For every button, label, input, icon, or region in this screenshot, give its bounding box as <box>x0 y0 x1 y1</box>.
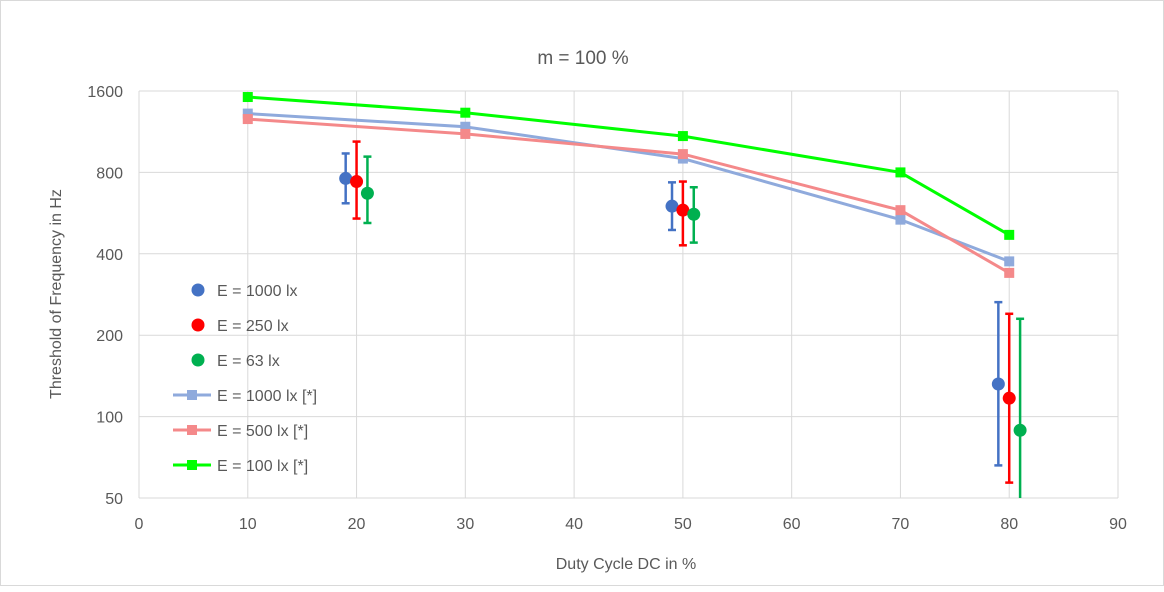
x-tick-label: 30 <box>456 516 474 533</box>
series-marker <box>1004 256 1014 266</box>
y-tick-label: 100 <box>96 410 123 427</box>
series-marker <box>1004 268 1014 278</box>
x-tick-label: 70 <box>892 516 910 533</box>
legend-marker <box>192 354 205 367</box>
y-tick-label: 800 <box>96 165 123 182</box>
series-marker <box>460 108 470 118</box>
x-tick-label: 40 <box>565 516 583 533</box>
series-marker <box>243 114 253 124</box>
legend-marker <box>187 425 197 435</box>
legend-marker <box>187 390 197 400</box>
x-tick-label: 60 <box>783 516 801 533</box>
series-marker <box>895 215 905 225</box>
series-line <box>248 97 1009 235</box>
legend-label: E = 1000 lx <box>217 283 298 300</box>
y-tick-labels: 50 100 200 400 800 1600 <box>87 84 123 508</box>
x-tick-label: 20 <box>348 516 366 533</box>
series-line <box>248 114 1009 262</box>
data-point <box>992 377 1005 390</box>
x-axis-label: Duty Cycle DC in % <box>556 556 696 573</box>
series-marker <box>1004 230 1014 240</box>
legend-label: E = 500 lx [*] <box>217 423 308 440</box>
series-marker <box>243 92 253 102</box>
series-marker <box>460 129 470 139</box>
data-point <box>1014 424 1027 437</box>
data-point <box>1003 392 1016 405</box>
chart-title: m = 100 % <box>537 48 628 69</box>
y-tick-label: 50 <box>105 491 123 508</box>
legend-label: E = 250 lx <box>217 318 289 335</box>
legend: E = 1000 lx E = 250 lx E = 63 lx E = 1000 l… <box>173 283 317 475</box>
legend-marker <box>187 460 197 470</box>
x-tick-label: 50 <box>674 516 692 533</box>
legend-label: E = 1000 lx [*] <box>217 388 317 405</box>
x-tick-label: 10 <box>239 516 257 533</box>
x-tick-label: 80 <box>1000 516 1018 533</box>
series-marker <box>895 205 905 215</box>
data-point <box>687 208 700 221</box>
x-tick-label: 0 <box>135 516 144 533</box>
y-tick-label: 200 <box>96 328 123 345</box>
data-point <box>361 187 374 200</box>
legend-label: E = 100 lx [*] <box>217 458 308 475</box>
series-marker <box>678 131 688 141</box>
y-tick-label: 400 <box>96 247 123 264</box>
x-tick-labels: 0 10 20 30 40 50 60 70 80 90 <box>135 516 1127 533</box>
series-marker <box>895 167 905 177</box>
legend-marker <box>192 319 205 332</box>
x-tick-label: 90 <box>1109 516 1127 533</box>
y-axis-label: Threshold of Frequency in Hz <box>48 189 65 399</box>
data-point <box>350 175 363 188</box>
legend-label: E = 63 lx <box>217 353 280 370</box>
series-marker <box>678 149 688 159</box>
y-tick-label: 1600 <box>87 84 123 101</box>
legend-marker <box>192 284 205 297</box>
